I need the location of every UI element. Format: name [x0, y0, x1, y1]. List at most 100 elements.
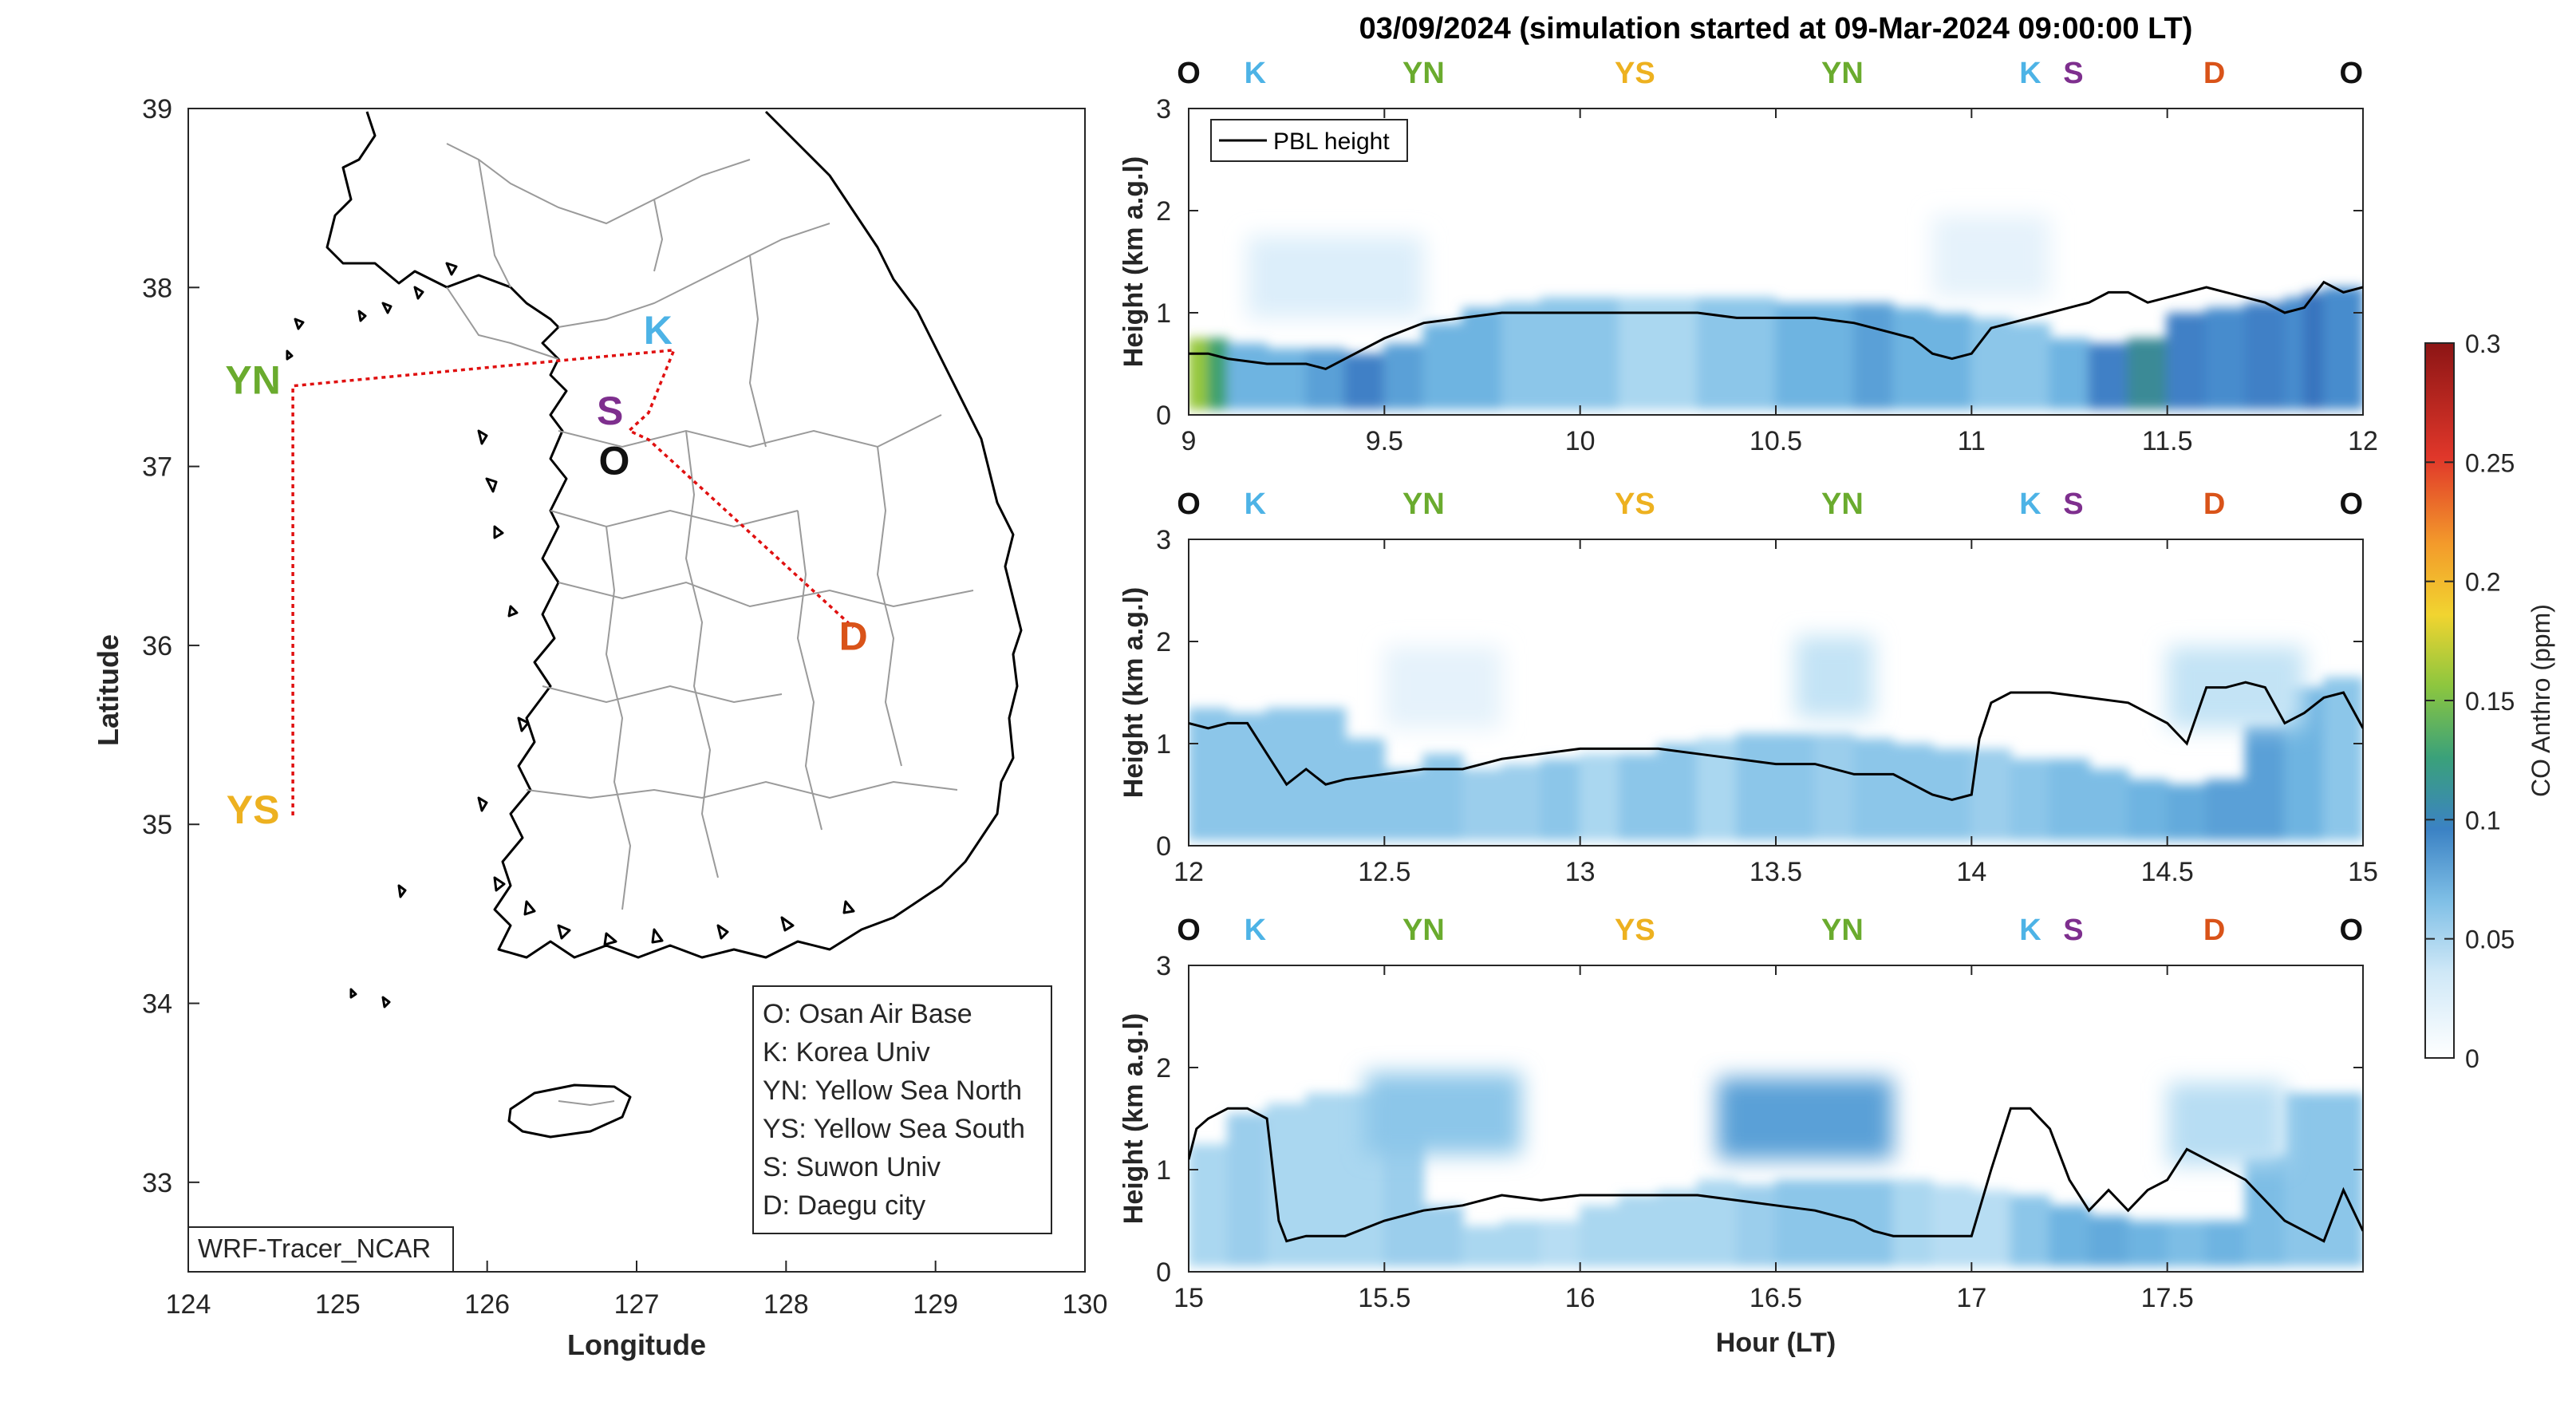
y-tick-label: 2	[1156, 627, 1171, 657]
co-column	[1383, 769, 1425, 841]
site-legend-item: YN: Yellow Sea North	[763, 1076, 1022, 1106]
co-column	[2088, 343, 2129, 410]
coastline-mainland	[325, 110, 1023, 959]
map-y-axis-label: Latitude	[92, 634, 124, 746]
co-plume-group	[1247, 215, 2050, 318]
co-column	[2303, 292, 2325, 410]
station-tag-d: D	[2203, 57, 2225, 90]
y-tick-label: 1	[1156, 729, 1171, 760]
co-column	[2049, 1205, 2090, 1267]
station-tag-k: K	[2019, 914, 2041, 947]
x-tick-label: 10.5	[1750, 426, 1802, 456]
co-column	[2322, 677, 2363, 841]
x-tick-label: 15	[1174, 1283, 1204, 1313]
co-column	[1462, 1226, 1503, 1267]
co-column	[1501, 764, 1542, 841]
co-column	[1814, 733, 1856, 841]
co-column	[1305, 348, 1347, 410]
co-column	[1579, 1205, 1620, 1267]
station-tag-o: O	[2339, 57, 2363, 90]
co-column	[1189, 338, 1209, 410]
co-column	[1540, 759, 1581, 841]
y-tick-label: 3	[1156, 525, 1171, 555]
map-axes: 124 125 126 127 128 129 130 33 34 35 36 37 38 39 Longi…	[92, 94, 1107, 1361]
co-plume	[1247, 236, 1424, 318]
co-column	[1618, 753, 1659, 841]
colorbar-label: CO Anthro (ppm)	[2527, 604, 2555, 797]
site-legend-item: K: Korea Univ	[763, 1037, 930, 1068]
station-tag-ys: YS	[1615, 914, 1655, 947]
pbl-height-line	[1189, 681, 2363, 801]
x-tick-label: 12	[2348, 426, 2378, 456]
station-tag-ys: YS	[1615, 57, 1655, 90]
co-plume-group	[1384, 636, 2305, 728]
map-x-tick-label: 124	[166, 1289, 211, 1320]
co-column	[1422, 322, 1464, 410]
co-column	[2166, 313, 2207, 410]
curtain-panel-3: 15 15.5 16 16.5 17 17.5 0 1 2 3 Height (km a.g.l) H…	[1118, 914, 2364, 1358]
station-tag-d: D	[2203, 914, 2225, 947]
co-column	[1892, 307, 1934, 410]
co-column	[1344, 738, 1386, 841]
station-tag-o: O	[2339, 487, 2363, 521]
co-column	[2283, 297, 2306, 410]
co-column	[1462, 307, 1503, 410]
station-tag-o: O	[1177, 57, 1201, 90]
station-tag-o: O	[2339, 914, 2363, 947]
station-label-yn: YN	[225, 358, 280, 403]
co-column	[2127, 338, 2168, 410]
co-column	[2010, 1195, 2051, 1267]
co-column	[1501, 1221, 1542, 1267]
co-column	[1227, 712, 1268, 841]
station-tag-yn: YN	[1821, 57, 1864, 90]
co-column	[1775, 733, 1817, 841]
co-column	[1207, 338, 1229, 410]
site-legend-item: D: Daegu city	[763, 1190, 925, 1221]
x-tick-label: 10	[1565, 426, 1596, 456]
co-column	[2244, 302, 2286, 410]
x-axis-label: Hour (LT)	[1716, 1328, 1836, 1358]
co-column	[2088, 1215, 2129, 1267]
x-tick-label: 15.5	[1358, 1283, 1410, 1313]
co-column	[2127, 779, 2168, 841]
y-axis-label: Height (km a.g.l)	[1118, 587, 1149, 798]
y-tick-label: 2	[1156, 196, 1171, 227]
x-tick-label: 9.5	[1366, 426, 1403, 456]
co-column	[1696, 1179, 1738, 1267]
y-tick-label: 1	[1156, 1155, 1171, 1186]
co-column	[1266, 348, 1308, 410]
co-column	[1305, 1093, 1347, 1267]
station-tag-k: K	[2019, 487, 2041, 521]
co-plume	[2167, 646, 2305, 728]
co-column	[1775, 302, 1817, 410]
x-tick-label: 12	[1174, 857, 1204, 887]
co-column	[1227, 343, 1268, 410]
co-column	[1657, 1190, 1698, 1267]
pbl-legend-label: PBL height	[1273, 128, 1390, 155]
map-x-tick-label: 130	[1063, 1289, 1108, 1320]
co-column	[1618, 297, 1659, 410]
co-plume	[1717, 1077, 1894, 1160]
co-column	[1579, 297, 1620, 410]
co-column	[1344, 353, 1386, 410]
co-column	[2205, 307, 2247, 410]
colorbar-tick-label: 0.3	[2465, 330, 2500, 358]
co-column	[2166, 1221, 2207, 1267]
coastline-islands-nw	[286, 262, 458, 361]
co-column	[1931, 313, 1973, 410]
co-field	[1189, 1072, 2363, 1267]
co-column	[1657, 744, 1698, 841]
co-column	[2244, 1154, 2286, 1267]
coastline-islands-west	[349, 429, 855, 1008]
x-tick-label: 15	[2348, 857, 2378, 887]
station-tag-yn: YN	[1402, 914, 1445, 947]
site-legend-box	[752, 985, 1052, 1234]
co-column	[1579, 753, 1620, 841]
x-tick-label: 17.5	[2141, 1283, 2194, 1313]
x-tick-label: 11.5	[2142, 426, 2193, 456]
colorbar-tick-label: 0	[2465, 1044, 2479, 1073]
co-plume	[1364, 1072, 1522, 1154]
station-label-o: O	[599, 439, 630, 483]
